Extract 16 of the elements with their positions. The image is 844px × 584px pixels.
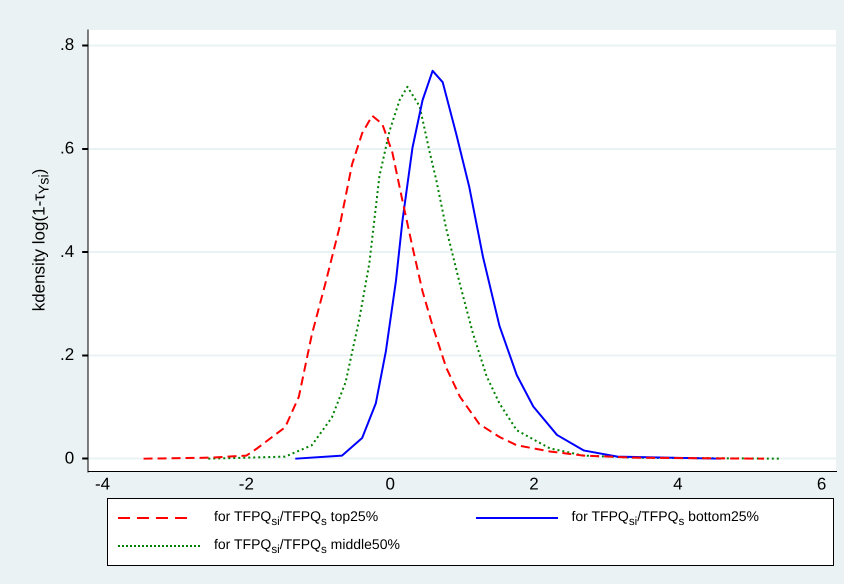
line-series [207,86,780,460]
y-tick-label: .6 [60,138,74,158]
x-tick-label: 6 [816,474,826,494]
x-tick-label: 4 [673,474,683,494]
y-tick-label: .2 [60,345,74,364]
line-series [142,114,766,460]
y-tick-label: .4 [60,242,74,261]
legend-label: for TFPQ$_{si}$/TFPQ$_{s}$ bottom25% [572,508,760,528]
x-tick-label: 0 [385,474,395,494]
x-tick-label: 2 [529,474,539,494]
y-tick-label: .8 [60,35,74,54]
x-tick-label: -4 [94,474,110,494]
legend-label: for TFPQ$_{si}$/TFPQ$_{s}$ top25% [214,508,378,528]
y-tick-label: 0 [64,448,74,468]
x-tick-label: -2 [238,474,254,494]
legend-label: for TFPQ$_{si}$/TFPQ$_{s}$ middle50% [214,536,400,556]
